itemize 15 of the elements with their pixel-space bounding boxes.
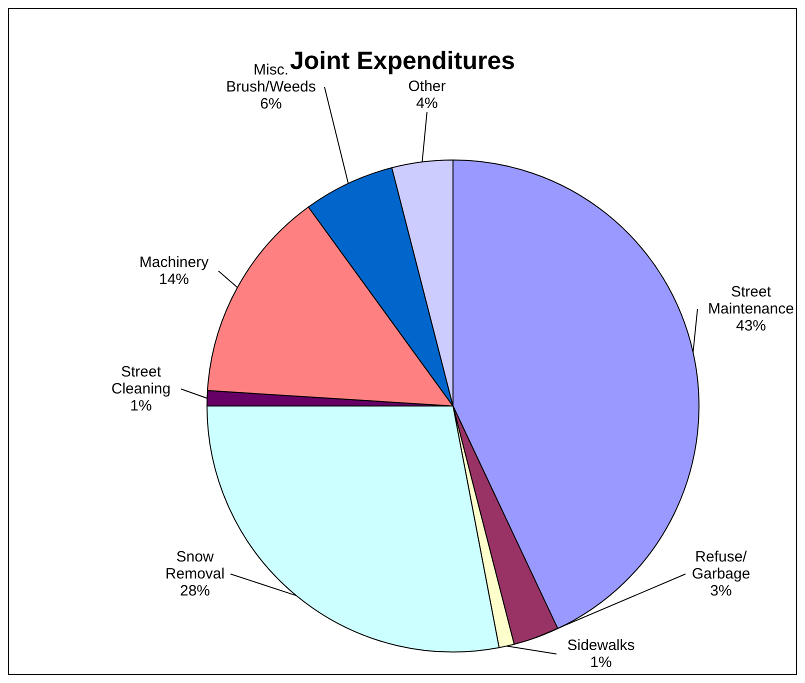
slice-label: Machinery bbox=[139, 254, 210, 271]
data-label: 1% bbox=[130, 398, 152, 414]
slice-label: Street Cleaning bbox=[111, 364, 171, 398]
slice-label: Snow Removal bbox=[165, 548, 225, 582]
slice-label: Street Maintenance bbox=[708, 284, 794, 318]
data-label: 6% bbox=[260, 96, 282, 112]
data-label: 14% bbox=[158, 271, 190, 288]
slice-label: Other bbox=[408, 78, 446, 95]
data-label: 4% bbox=[416, 95, 438, 112]
slice-label: Sidewalks bbox=[567, 637, 635, 654]
slice-label: Refuse/ Garbage bbox=[692, 548, 750, 582]
data-label: 43% bbox=[736, 318, 766, 334]
data-label: 28% bbox=[180, 582, 210, 600]
data-label: 1% bbox=[590, 654, 612, 671]
data-label: 3% bbox=[710, 582, 732, 600]
